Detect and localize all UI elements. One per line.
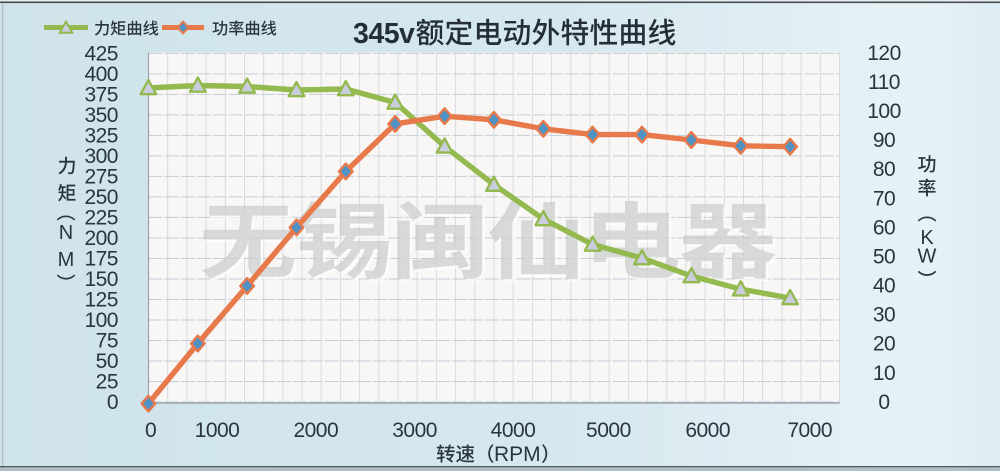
- svg-text:50: 50: [96, 350, 118, 373]
- svg-text:400: 400: [84, 63, 118, 86]
- svg-text:25: 25: [96, 371, 118, 394]
- svg-text:60: 60: [873, 216, 895, 239]
- svg-text:345v: 345v: [353, 18, 415, 50]
- svg-text:200: 200: [84, 227, 118, 250]
- svg-text:100: 100: [867, 100, 901, 123]
- svg-text:K: K: [920, 227, 934, 249]
- svg-text:325: 325: [84, 125, 118, 148]
- svg-text:M: M: [58, 249, 75, 271]
- svg-text:1000: 1000: [195, 419, 240, 442]
- svg-text:W: W: [918, 246, 937, 268]
- svg-text:6000: 6000: [685, 419, 730, 442]
- svg-text:110: 110: [868, 71, 900, 94]
- svg-text:0: 0: [145, 419, 156, 442]
- svg-text:80: 80: [873, 158, 895, 181]
- svg-text:4000: 4000: [491, 419, 536, 442]
- svg-text:40: 40: [873, 275, 895, 298]
- svg-text:225: 225: [84, 207, 118, 230]
- svg-text:3000: 3000: [392, 419, 437, 442]
- svg-text:2000: 2000: [293, 419, 338, 442]
- svg-text:250: 250: [84, 186, 118, 209]
- svg-text:300: 300: [84, 145, 118, 168]
- svg-text:10: 10: [873, 362, 895, 385]
- svg-text:N: N: [59, 222, 73, 244]
- svg-text:175: 175: [84, 248, 118, 271]
- svg-text:RPM: RPM: [494, 443, 541, 466]
- svg-text:425: 425: [84, 43, 118, 66]
- svg-text:350: 350: [84, 104, 118, 127]
- svg-text:120: 120: [867, 42, 901, 65]
- svg-text:150: 150: [84, 268, 118, 291]
- svg-text:50: 50: [873, 246, 895, 269]
- svg-text:100: 100: [84, 309, 118, 332]
- svg-text:30: 30: [873, 304, 895, 327]
- svg-text:20: 20: [873, 333, 895, 356]
- svg-text:5000: 5000: [586, 419, 631, 442]
- svg-text:75: 75: [96, 330, 118, 353]
- svg-text:0: 0: [878, 391, 889, 414]
- svg-text:375: 375: [84, 84, 118, 107]
- svg-text:275: 275: [84, 166, 118, 189]
- svg-text:7000: 7000: [787, 419, 832, 442]
- svg-text:0: 0: [107, 391, 118, 414]
- svg-text:125: 125: [84, 289, 118, 312]
- svg-text:90: 90: [873, 129, 895, 152]
- svg-text:70: 70: [873, 187, 895, 210]
